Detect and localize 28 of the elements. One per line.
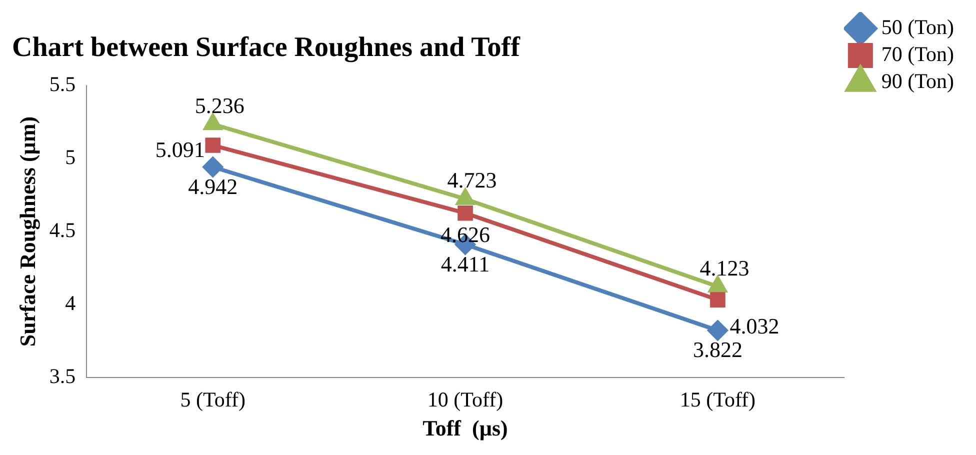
y-tick-label: 4.5 [49, 218, 76, 242]
data-label: 5.091 [155, 137, 205, 162]
data-label: 3.822 [692, 337, 742, 362]
y-tick-label: 5.5 [49, 72, 76, 96]
y-tick-label: 4 [65, 290, 76, 315]
point [202, 157, 223, 178]
point [458, 205, 473, 221]
x-tick-label: 10 (Toff) [427, 388, 504, 412]
point [710, 292, 726, 308]
point [205, 138, 221, 153]
x-axis-title: Toff (µs) [422, 415, 508, 440]
x-tick-label: 15 (Toff) [680, 388, 756, 412]
data-label: 4.032 [730, 314, 780, 339]
data-label: 4.942 [188, 174, 238, 199]
data-label: 4.723 [447, 168, 497, 193]
data-label: 5.236 [194, 92, 244, 118]
x-tick-label: 5 (Toff) [180, 388, 246, 412]
legend-label: 90 (Ton) [881, 69, 954, 94]
legend-label: 50 (Ton) [881, 15, 954, 40]
legend-label: 70 (Ton) [881, 42, 954, 66]
y-tick-label: 5 [65, 145, 76, 170]
data-label: 4.626 [440, 222, 490, 247]
data-label: 4.123 [700, 255, 750, 280]
y-axis-title: Surface Roughness (µm) [14, 116, 40, 347]
y-tick-label: 3.5 [49, 364, 76, 388]
chart-title: Chart between Surface Roughnes and Toff [12, 32, 521, 64]
data-label: 4.411 [440, 251, 490, 276]
point [708, 320, 728, 340]
